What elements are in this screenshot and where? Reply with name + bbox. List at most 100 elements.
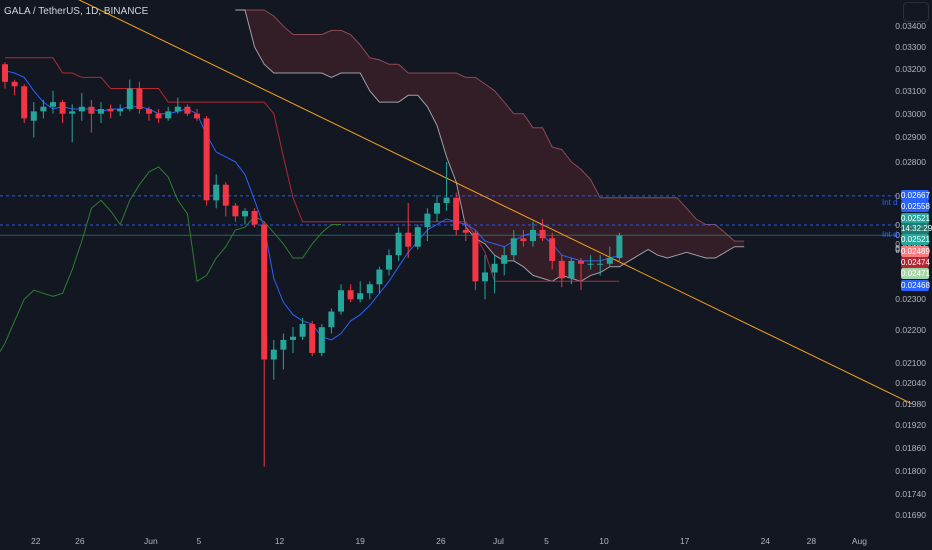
time-tick-label: 10 [599,536,609,546]
candle-body [213,184,220,201]
time-tick-label: Jun [144,536,158,546]
price-tick-label: 0.01860 [895,442,926,453]
candle-body [597,263,604,265]
candle-body [357,293,364,300]
candle-body [472,232,479,282]
candle-body [530,229,536,242]
candle-body [616,235,623,259]
hline-label: Int d [882,230,898,240]
ichimoku-cloud [235,10,745,282]
candle-body [453,197,460,230]
price-tick-label: 0.02300 [895,294,926,305]
candle-body [155,113,162,119]
time-tick-label: 17 [679,536,690,546]
candle-body [482,272,488,282]
time-tick-label: 26 [436,536,446,546]
time-tick-label: 26 [75,536,85,546]
candle-body [78,106,85,112]
candle-body [194,113,200,119]
candle-body [88,106,95,114]
candle-body [11,81,18,87]
candle-body [146,109,152,114]
candle-body [606,258,613,264]
candle-body [69,111,76,114]
candle-body [347,290,354,300]
candle-body [242,210,248,217]
candle-body [40,106,47,112]
candle-body [50,102,56,107]
candle-body [491,263,498,273]
time-tick-label: Jul [493,536,504,546]
candle-body [184,106,191,114]
candle-body [578,260,584,264]
candle-body [443,197,450,203]
time-tick-label: 5 [544,536,549,546]
price-tick-label: 0.02800 [895,156,926,167]
candle-body [251,210,258,225]
price-tick-label: 0.01800 [895,465,926,476]
cloud-upper-line [235,9,745,242]
price-tick-label: 0.03200 [895,63,926,74]
price-tick-label: 0.03100 [895,85,926,96]
candle-body [299,324,306,337]
candle-body [434,202,440,214]
chart-title: GALA / TetherUS, 1D, BINANCE [4,6,149,17]
time-tick-label: Aug [851,536,867,546]
candle-body [338,290,344,312]
candle-body [98,109,104,114]
price-tick-label: 0.03000 [895,108,926,119]
price-tag: 14:32:29 [901,223,932,234]
price-tag: 0.02468 [901,280,930,291]
candle-body [136,88,143,110]
price-tag: 0.02558 [901,201,930,212]
price-tag: 0.02474 [901,257,930,268]
candle-body [261,224,268,360]
candle-body [549,238,556,261]
candle-body [568,260,575,279]
candle-body [386,255,392,270]
candle-body [501,255,508,264]
candle-body [21,86,28,119]
time-tick-label: 28 [806,536,817,546]
chart-settings-box[interactable] [903,2,929,22]
price-tick-label: 0.01690 [895,509,926,520]
trendline [78,0,913,405]
candle-body [376,269,383,285]
candle-body [395,232,402,256]
hline-label: Int d [882,197,898,207]
candle-body [366,284,373,294]
candle-body [290,336,296,340]
candle-body [30,111,37,121]
price-tag: 0.02521 [901,234,930,245]
candle-body [414,227,421,247]
time-tick-label: 12 [274,536,285,546]
candle-body [309,324,316,353]
candle-body [222,184,229,206]
price-tag: 0.02471 [901,268,930,279]
candle-body [174,106,181,112]
candle-body [424,213,431,228]
candle-body [2,64,8,82]
price-tick-label: 0.01980 [895,398,926,409]
candle-body [280,339,287,350]
price-tick-label: 0.03300 [895,42,926,53]
price-tag: 0.02667 [901,190,930,201]
candle-body [510,238,517,256]
candle-body [270,349,277,360]
kijun-line [5,57,620,282]
candle-body [232,205,239,217]
time-tick-label: 24 [760,536,771,546]
candle-body [126,88,133,110]
price-tick-label: 0.01740 [895,489,926,500]
candle-body [520,238,527,242]
candle-body [558,260,565,279]
candle-body [59,102,66,114]
candle-body [405,232,412,247]
chikou-line [0,166,341,353]
time-tick-label: 5 [196,536,202,546]
candle-body [462,229,469,233]
candle-body [107,109,114,112]
candle-body [539,229,546,239]
price-tick-label: 0.03400 [895,21,926,32]
